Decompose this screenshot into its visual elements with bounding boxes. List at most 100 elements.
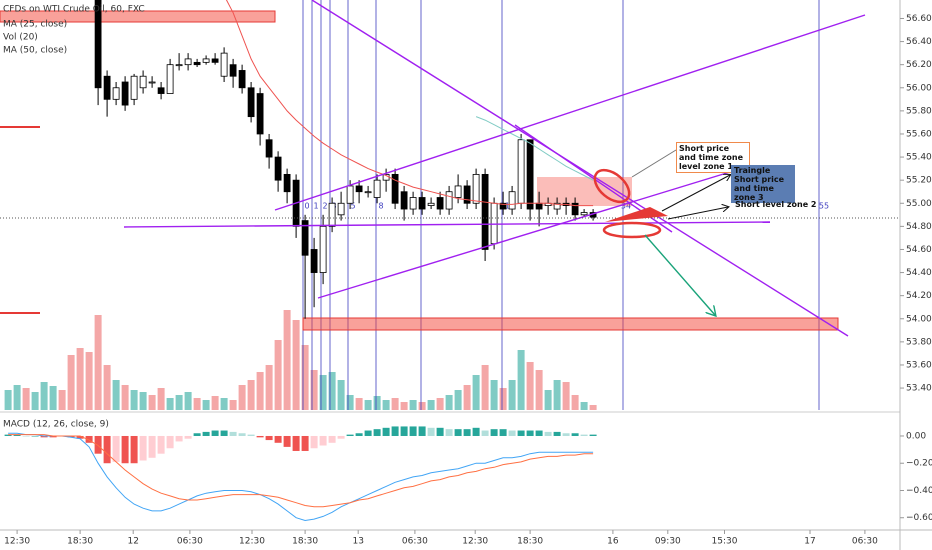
y-tick-label: 56.20 — [906, 60, 932, 70]
candle-body — [364, 191, 372, 194]
macd-histogram-bar — [31, 435, 39, 437]
macd-histogram-bar — [517, 430, 525, 436]
y-tick-label: 55.00 — [906, 199, 932, 209]
legend-entry: Vol (20) — [3, 33, 38, 43]
macd-histogram-bar — [454, 429, 462, 436]
x-tick-label: 18:30 — [67, 537, 93, 547]
triangle-mark — [605, 207, 668, 222]
volume-layer — [4, 310, 597, 410]
macd-histogram-bar — [490, 429, 498, 436]
volume-bar — [121, 385, 129, 410]
macd-legend: MACD (12, 26, close, 9) — [3, 420, 109, 430]
x-tick-label: 12 — [127, 537, 138, 547]
candle-body — [229, 64, 237, 77]
macd-histogram-bar — [103, 435, 111, 464]
macd-histogram-bar — [130, 435, 138, 464]
macd-histogram-bar — [301, 435, 309, 451]
volume-bar — [535, 370, 543, 410]
macd-histogram-bar — [220, 430, 228, 436]
macd-histogram-bar — [22, 435, 30, 437]
macd-histogram-bar — [418, 426, 426, 436]
macd-histogram-bar — [193, 433, 201, 436]
candle-body — [283, 173, 291, 193]
volume-bar — [292, 320, 300, 410]
volume-bar — [463, 385, 471, 410]
volume-bar — [256, 372, 264, 410]
candle-body — [481, 173, 489, 250]
volume-bar — [229, 400, 237, 410]
volume-bar — [355, 398, 363, 410]
macd-histogram-bar — [436, 427, 444, 436]
macd-histogram-bar — [319, 435, 327, 446]
annotation: Short level zone 2 — [735, 200, 817, 209]
candle-body — [328, 202, 336, 227]
volume-bar — [103, 365, 111, 410]
y-tick-label: 55.80 — [906, 106, 932, 116]
macd-histogram-bar — [67, 435, 75, 438]
volume-bar — [499, 388, 507, 410]
fib-label: 0 — [304, 202, 309, 211]
trendline — [311, 0, 849, 337]
macd-histogram-bar — [589, 434, 597, 436]
volume-bar — [49, 386, 57, 410]
candle-body — [508, 191, 516, 210]
macd-histogram-bar — [202, 431, 210, 436]
volume-bar — [85, 352, 93, 410]
y-tick-label: 55.40 — [906, 153, 932, 163]
macd-histogram-bar — [94, 435, 102, 454]
macd-histogram-bar — [391, 426, 399, 436]
legend-entry: MA (25, close) — [3, 20, 67, 30]
macd-histogram-bar — [256, 435, 264, 438]
trendlines — [123, 0, 866, 337]
candle-body — [499, 202, 507, 210]
macd-histogram-bar — [40, 435, 48, 438]
macd-histogram-bar — [112, 435, 120, 462]
macd-histogram-bar — [157, 435, 165, 454]
volume-bar — [40, 382, 48, 410]
macd-layer — [4, 426, 597, 522]
macd-histogram-bar — [508, 430, 516, 436]
volume-bar — [508, 380, 516, 410]
zone-box — [0, 10, 276, 23]
macd-histogram-bar — [13, 434, 21, 436]
volume-bar — [373, 396, 381, 410]
candle-body — [463, 185, 471, 204]
y-tick-label: 56.60 — [906, 14, 932, 24]
macd-histogram-bar — [580, 434, 588, 436]
y-tick-label: 0.00 — [906, 431, 926, 441]
volume-bar — [445, 395, 453, 410]
macd-histogram-bar — [337, 435, 345, 439]
candle-body — [427, 202, 435, 206]
y-tick-label: 53.40 — [906, 384, 932, 394]
volume-bar — [481, 365, 489, 410]
candle-body — [274, 156, 282, 181]
candle-body — [472, 173, 480, 204]
candle-body — [400, 191, 408, 210]
candle-body — [184, 58, 192, 66]
y-tick-label: 55.60 — [906, 129, 932, 139]
x-tick-label: 12:30 — [4, 537, 30, 547]
volume-bar — [130, 390, 138, 410]
candle-body — [310, 249, 318, 273]
volume-bar — [580, 402, 588, 410]
volume-bar — [391, 398, 399, 410]
chart-title: CFDs on WTI Crude Oil, 60, FXC — [3, 5, 145, 15]
volume-bar — [166, 398, 174, 410]
ellipse-mark — [602, 221, 662, 239]
candle-body — [301, 220, 309, 256]
y-tick-label: −0.40 — [906, 486, 932, 496]
candle-body — [238, 70, 246, 89]
fib-label: 8 — [378, 202, 383, 211]
zones — [0, 10, 839, 331]
volume-bar — [472, 375, 480, 410]
y-tick-label: 54.60 — [906, 245, 932, 255]
volume-bar — [553, 380, 561, 410]
volume-bar — [409, 400, 417, 410]
macd-histogram-bar — [85, 435, 93, 443]
macd-histogram-bar — [4, 434, 12, 436]
macd-histogram-bar — [292, 435, 300, 451]
volume-bar — [58, 390, 66, 410]
volume-bar — [382, 400, 390, 410]
macd-histogram-bar — [265, 435, 273, 441]
volume-bar — [400, 402, 408, 410]
